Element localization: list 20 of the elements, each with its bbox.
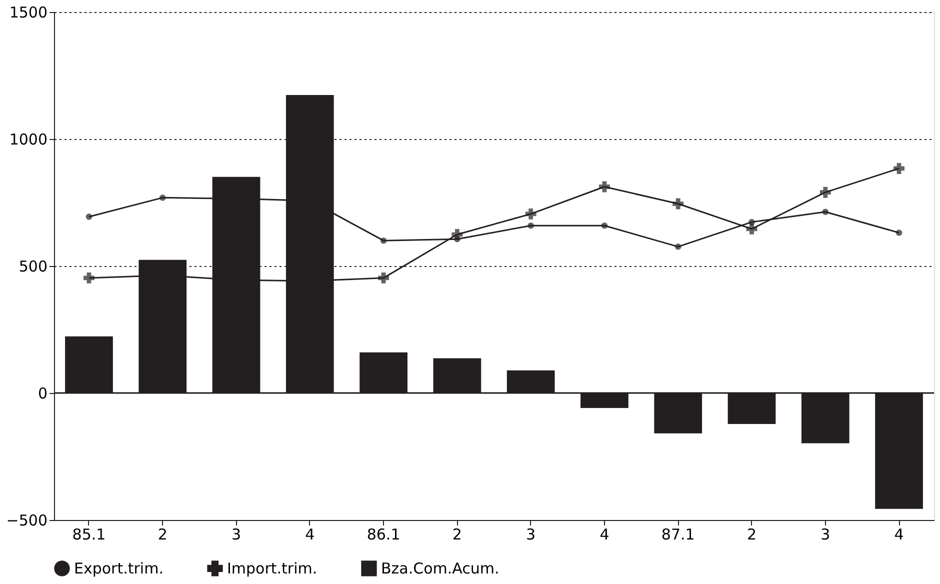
y-tick-label: 0 (38, 384, 48, 402)
x-tick-label: 3 (526, 526, 536, 544)
x-tick-label: 3 (820, 526, 830, 544)
legend-label: Bza.Com.Acum. (381, 559, 500, 578)
x-tick-label: 2 (158, 526, 168, 544)
legend-label: Import.trim. (227, 559, 318, 578)
x-tick-label: 4 (894, 526, 904, 544)
y-tick-label: 500 (18, 258, 48, 276)
x-tick-label: 4 (305, 526, 315, 544)
x-tick-label: 86.1 (366, 526, 400, 544)
x-tick-label: 87.1 (661, 526, 695, 544)
x-tick-label: 2 (746, 526, 757, 544)
x-tick-label: 2 (452, 526, 462, 544)
x-tick-label: 85.1 (72, 526, 106, 544)
y-tick-label: 1000 (9, 130, 48, 148)
legend-label: Export.trim. (74, 559, 164, 578)
y-tick-label: −500 (6, 512, 48, 530)
y-tick-label: 1500 (9, 4, 48, 22)
x-tick-label: 4 (600, 526, 610, 544)
x-tick-label: 3 (231, 526, 242, 544)
